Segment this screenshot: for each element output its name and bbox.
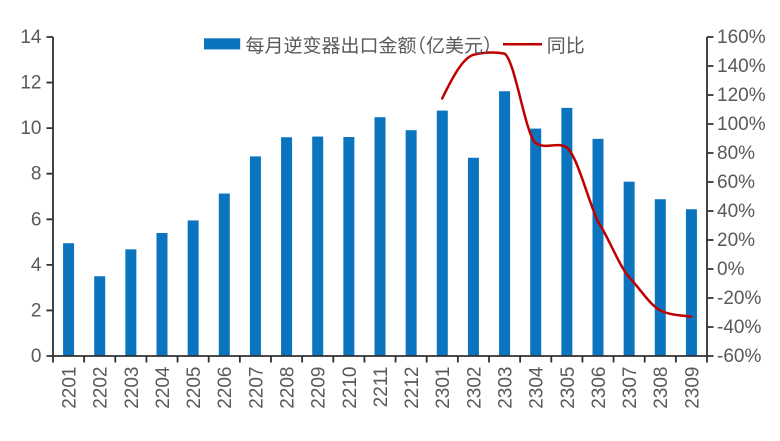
- svg-text:2309: 2309: [682, 367, 703, 409]
- svg-text:2303: 2303: [495, 367, 516, 409]
- svg-text:2212: 2212: [402, 367, 423, 409]
- svg-text:6: 6: [31, 209, 42, 230]
- svg-text:2204: 2204: [153, 366, 174, 409]
- svg-text:8: 8: [31, 164, 42, 185]
- svg-text:2308: 2308: [651, 367, 672, 409]
- svg-text:2211: 2211: [371, 367, 392, 408]
- svg-text:10: 10: [20, 118, 41, 139]
- svg-text:2205: 2205: [184, 367, 205, 409]
- svg-text:60%: 60%: [717, 172, 755, 193]
- svg-text:0: 0: [31, 346, 42, 367]
- svg-text:14: 14: [20, 27, 42, 48]
- svg-text:2307: 2307: [620, 367, 641, 409]
- svg-text:-20%: -20%: [717, 288, 761, 309]
- svg-text:2208: 2208: [277, 367, 298, 409]
- svg-text:20%: 20%: [717, 230, 755, 251]
- svg-text:100%: 100%: [717, 114, 766, 135]
- svg-text:2206: 2206: [215, 367, 236, 409]
- svg-text:160%: 160%: [717, 27, 766, 48]
- svg-text:4: 4: [31, 255, 42, 276]
- svg-text:2302: 2302: [464, 367, 485, 409]
- svg-text:2210: 2210: [340, 367, 361, 409]
- svg-text:-60%: -60%: [717, 346, 761, 367]
- svg-text:2: 2: [31, 300, 42, 321]
- svg-text:120%: 120%: [717, 85, 766, 106]
- svg-text:2207: 2207: [246, 367, 267, 409]
- svg-text:140%: 140%: [717, 56, 766, 77]
- svg-text:-40%: -40%: [717, 317, 761, 338]
- svg-text:80%: 80%: [717, 143, 755, 164]
- svg-text:2301: 2301: [433, 367, 454, 409]
- svg-text:40%: 40%: [717, 201, 755, 222]
- svg-text:2306: 2306: [589, 367, 610, 409]
- svg-text:12: 12: [20, 73, 41, 94]
- svg-text:0%: 0%: [717, 259, 745, 280]
- svg-text:2209: 2209: [309, 367, 330, 409]
- svg-text:2202: 2202: [91, 367, 112, 409]
- svg-text:2305: 2305: [558, 367, 579, 409]
- svg-text:2201: 2201: [59, 367, 80, 409]
- svg-text:2304: 2304: [527, 366, 548, 409]
- svg-text:2203: 2203: [122, 367, 143, 409]
